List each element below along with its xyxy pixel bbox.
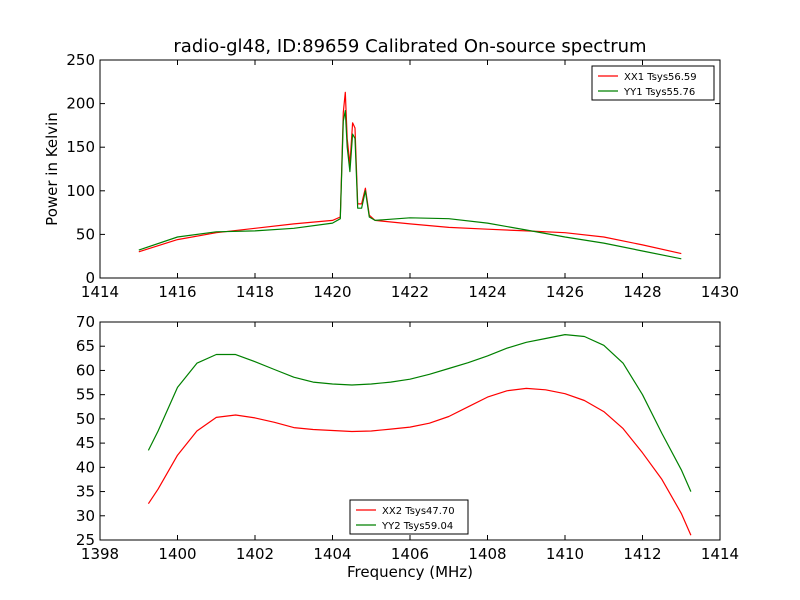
series-line-xx2 (147, 387, 692, 536)
top-legend-box (591, 65, 715, 101)
y-tick-label: 60 (76, 361, 95, 379)
x-tick-label: 1418 (236, 283, 274, 301)
top-legend: XX1 Tsys56.59 YY1 Tsys55.76 (591, 65, 715, 101)
y-tick-label: 35 (76, 483, 95, 501)
bottom-legend: XX2 Tsys47.70 YY2 Tsys59.04 (349, 499, 469, 535)
x-tick-label: 1406 (391, 545, 429, 563)
y-tick-label: 50 (76, 225, 95, 243)
series-line-yy2 (147, 334, 692, 492)
x-tick-label: 1412 (623, 545, 661, 563)
legend-label-xx2: XX2 Tsys47.70 (382, 506, 455, 517)
x-tick-label: 1430 (701, 283, 739, 301)
bottom-spectrum-panel: Frequency (MHz) 1398 1400 1402 1404 1406 1408… (76, 313, 739, 581)
x-tick-label: 1402 (236, 545, 274, 563)
x-tick-label: 1416 (158, 283, 196, 301)
y-tick-label: 55 (76, 386, 95, 404)
bottom-plot-frame (99, 321, 721, 541)
y-tick-label: 40 (76, 458, 95, 476)
y-tick-label: 50 (76, 410, 95, 428)
y-tick-label: 30 (76, 507, 95, 525)
legend-label-xx1: XX1 Tsys56.59 (624, 72, 697, 83)
x-tick-label: 1414 (701, 545, 739, 563)
y-tick-label: 70 (76, 313, 95, 331)
top-plot-area: 1414 1416 1418 1420 1422 1424 1426 1428 1430 0 50 1… (66, 51, 739, 301)
x-tick-label: 1424 (468, 283, 506, 301)
legend-label-yy2: YY2 Tsys59.04 (381, 521, 453, 532)
bottom-legend-box (349, 499, 469, 535)
y-axis-label: Power in Kelvin (43, 112, 61, 226)
x-tick-label: 1428 (623, 283, 661, 301)
x-tick-label: 1400 (158, 545, 196, 563)
bottom-plot-area: 1398 1400 1402 1404 1406 1408 1410 1412 1414 25 30… (76, 313, 739, 563)
x-tick-label: 1408 (468, 545, 506, 563)
y-tick-label: 25 (76, 531, 95, 549)
top-spectrum-panel: radio-gl48, ID:89659 Calibrated On-sourc… (43, 36, 739, 301)
chart-title: radio-gl48, ID:89659 Calibrated On-sourc… (173, 36, 646, 57)
x-axis-label: Frequency (MHz) (347, 563, 473, 581)
series-line-yy1 (138, 109, 682, 260)
x-tick-label: 1420 (313, 283, 351, 301)
x-tick-label: 1410 (546, 545, 584, 563)
legend-label-yy1: YY1 Tsys55.76 (623, 87, 695, 98)
y-tick-label: 200 (66, 95, 95, 113)
x-tick-label: 1404 (313, 545, 351, 563)
x-tick-label: 1398 (81, 545, 119, 563)
y-tick-label: 45 (76, 434, 95, 452)
y-tick-label: 250 (66, 51, 95, 69)
y-tick-label: 65 (76, 337, 95, 355)
y-tick-label: 150 (66, 138, 95, 156)
top-plot-frame (99, 59, 721, 279)
y-tick-label: 0 (85, 269, 95, 287)
x-tick-label: 1414 (81, 283, 119, 301)
x-tick-label: 1426 (546, 283, 584, 301)
x-tick-label: 1422 (391, 283, 429, 301)
y-tick-label: 100 (66, 182, 95, 200)
